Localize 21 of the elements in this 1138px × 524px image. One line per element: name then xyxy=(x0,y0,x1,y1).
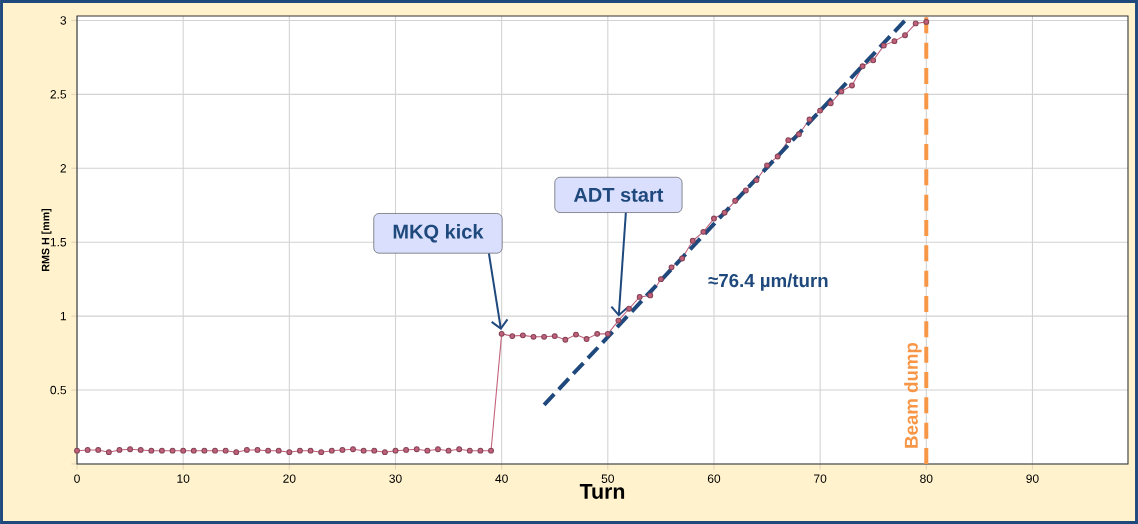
y-tick-label: 3 xyxy=(60,16,67,25)
x-axis-title: Turn xyxy=(579,484,625,499)
ref-line-label: Beam dump xyxy=(904,342,922,448)
x-tick-label: 30 xyxy=(389,474,402,483)
x-tick-label: 40 xyxy=(495,474,508,483)
x-tick-label: 20 xyxy=(283,474,296,483)
annotation: ≈76.4 µm/turn xyxy=(708,273,828,291)
x-tick-label: 60 xyxy=(707,474,721,483)
x-tick-label: 90 xyxy=(1026,474,1039,483)
y-tick-label: 0.5 xyxy=(50,385,67,395)
annotation: ADT start xyxy=(573,187,664,202)
x-tick-label: 80 xyxy=(920,474,933,483)
y-tick-label: 2.5 xyxy=(50,90,67,99)
x-tick-label: 70 xyxy=(814,474,827,483)
annotation: MKQ kick xyxy=(393,224,484,243)
x-tick-label: 10 xyxy=(177,474,190,483)
y-tick-label: 2 xyxy=(60,164,66,173)
y-tick-label: 1.5 xyxy=(50,238,67,247)
x-tick-label: 0 xyxy=(74,474,80,483)
y-tick-label: 1 xyxy=(60,312,67,321)
x-tick-label: 50 xyxy=(601,474,615,483)
